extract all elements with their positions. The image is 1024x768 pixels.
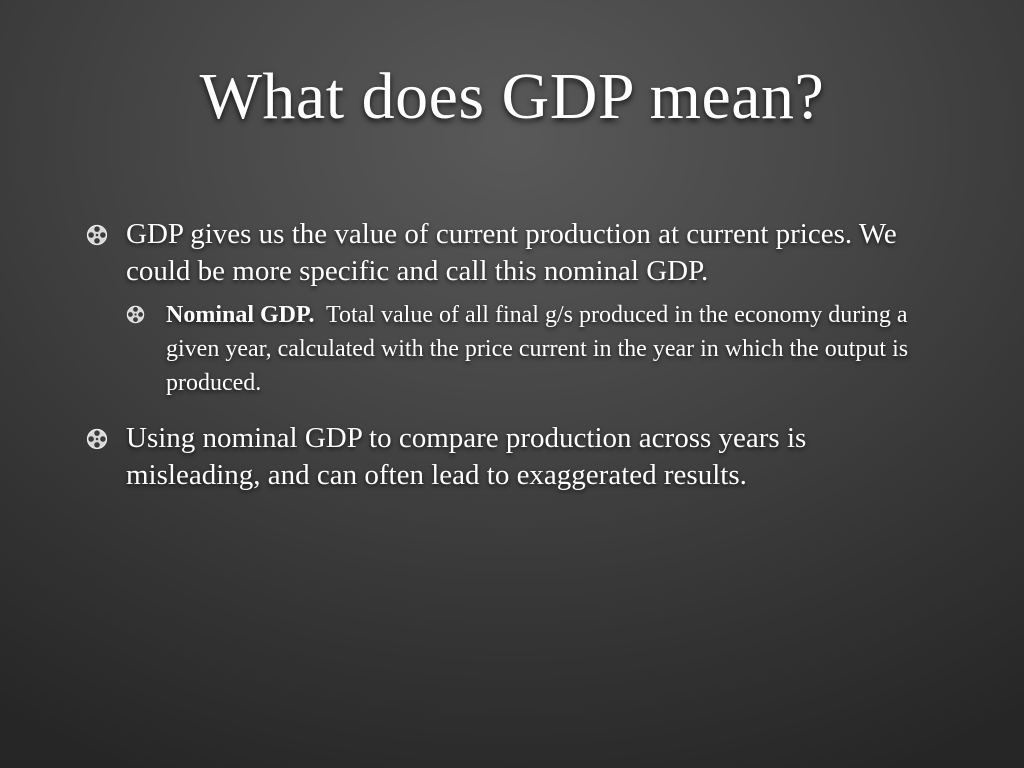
sub-bullet-list: Nominal GDP. Total value of all final g/… xyxy=(126,298,936,400)
bullet-item: GDP gives us the value of current produc… xyxy=(86,216,936,400)
film-reel-icon xyxy=(86,428,108,450)
film-reel-icon xyxy=(86,224,108,246)
film-reel-icon xyxy=(126,305,145,324)
sub-bullet-lead: Nominal GDP. xyxy=(166,302,315,328)
bullet-text: GDP gives us the value of current produc… xyxy=(126,218,897,287)
slide-body: GDP gives us the value of current produc… xyxy=(86,216,936,494)
sub-bullet-item: Nominal GDP. Total value of all final g/… xyxy=(126,298,936,400)
slide-title: What does GDP mean? xyxy=(199,60,825,133)
bullet-text: Using nominal GDP to compare production … xyxy=(126,422,807,491)
sub-bullet-text: Total value of all final g/s produced in… xyxy=(166,302,915,396)
bullet-item: Using nominal GDP to compare production … xyxy=(86,420,936,494)
